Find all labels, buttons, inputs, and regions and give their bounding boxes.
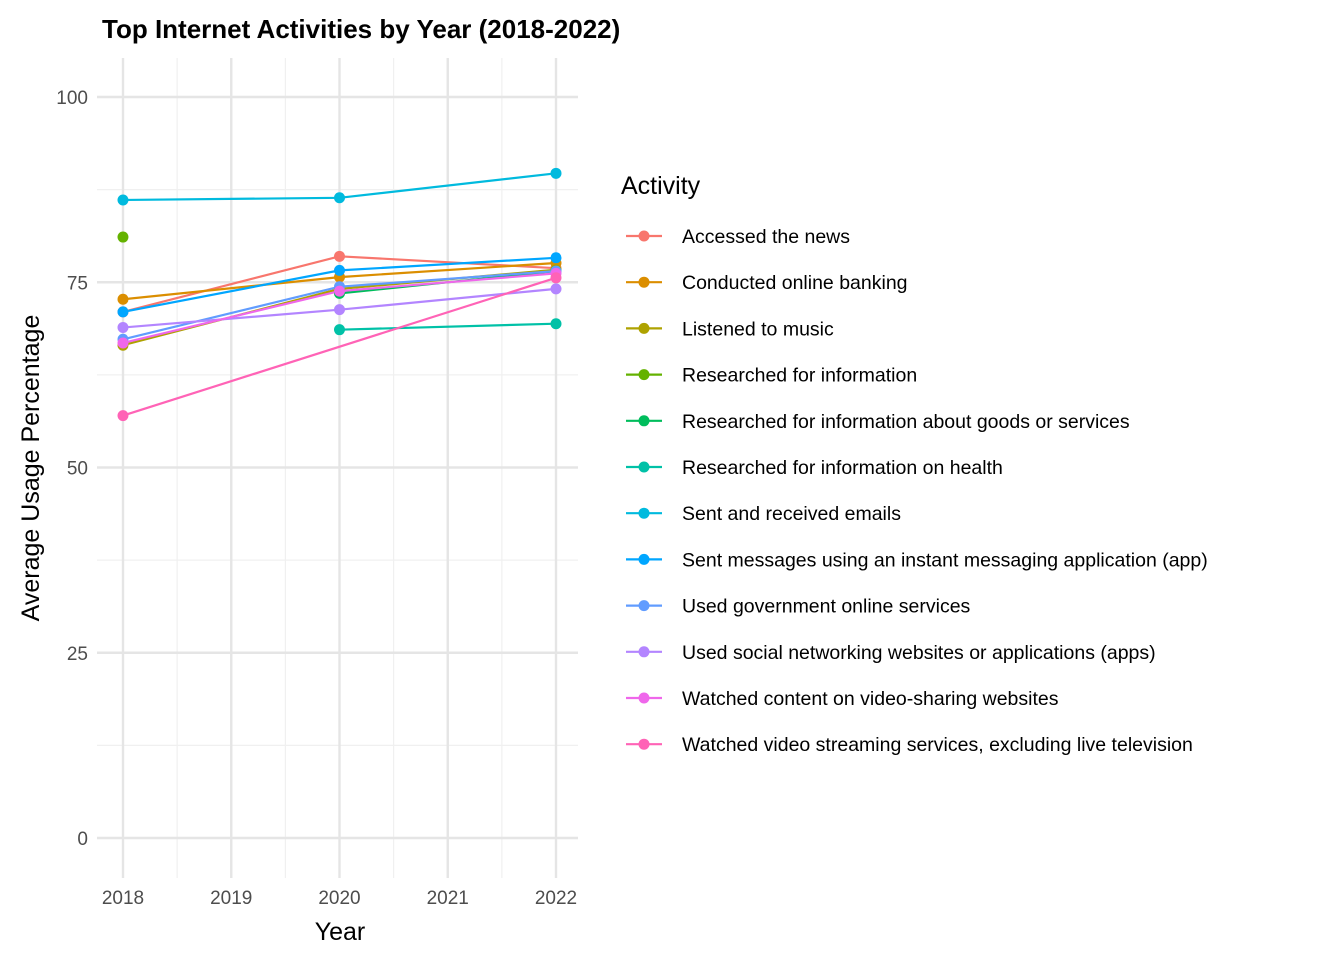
legend-item: Researched for information on health <box>626 457 1003 479</box>
legend-item: Conducted online banking <box>626 272 908 294</box>
legend-item: Watched content on video-sharing website… <box>626 688 1059 710</box>
y-tick-label: 75 <box>67 273 88 294</box>
legend-item: Accessed the news <box>626 226 850 248</box>
series-0-point <box>334 250 345 262</box>
legend-label: Sent messages using an instant messaging… <box>682 549 1208 571</box>
series-6-point <box>117 194 129 206</box>
legend-label: Used government online services <box>682 596 971 618</box>
legend-key-point <box>638 230 650 242</box>
legend-key-point <box>638 369 650 381</box>
series-7-point <box>550 252 562 264</box>
series-5-point <box>334 324 345 336</box>
series-6-point <box>550 167 562 179</box>
legend-key-point <box>638 600 650 612</box>
legend-key-point <box>638 553 650 565</box>
legend-label: Watched content on video-sharing website… <box>682 688 1059 710</box>
legend-item: Listened to music <box>626 318 834 340</box>
legend-item: Used government online services <box>626 596 971 618</box>
series-9-point <box>117 321 129 333</box>
grid <box>97 58 578 878</box>
legend-item: Watched video streaming services, exclud… <box>626 734 1193 756</box>
legend-label: Listened to music <box>682 318 834 340</box>
x-tick-label: 2019 <box>210 888 252 909</box>
x-axis-title: Year <box>315 918 366 946</box>
legend-key-point <box>638 276 650 288</box>
series-5-point <box>550 318 562 330</box>
series-points <box>117 167 562 422</box>
series-11-line <box>122 276 557 417</box>
legend-key-point <box>638 646 650 658</box>
series-9-point <box>550 283 562 295</box>
x-axis-ticks: 2018 2019 2020 2021 2022 <box>102 888 577 909</box>
legend-title: Activity <box>621 172 701 200</box>
y-tick-label: 100 <box>56 88 88 109</box>
series-1-point <box>117 293 129 305</box>
y-tick-label: 0 <box>77 829 88 850</box>
series-7-point <box>334 264 345 276</box>
legend-item: Used social networking websites or appli… <box>626 642 1156 664</box>
legend-key-point <box>638 692 650 704</box>
series-11-point <box>550 272 562 284</box>
y-axis-ticks: 0 25 50 75 100 <box>56 88 88 850</box>
x-tick-label: 2020 <box>318 888 360 909</box>
series-10-point <box>117 337 129 349</box>
series-10-point <box>334 285 345 297</box>
legend-label: Researched for information <box>682 365 917 387</box>
y-tick-label: 25 <box>67 644 88 665</box>
legend-label: Conducted online banking <box>682 272 908 294</box>
legend: Accessed the news Conducted online bankin… <box>626 226 1208 756</box>
series-11-point <box>117 410 129 422</box>
legend-item: Sent and received emails <box>626 503 901 525</box>
legend-key-point <box>638 507 650 519</box>
legend-item: Researched for information about goods o… <box>626 411 1130 433</box>
legend-key-point <box>638 322 650 334</box>
legend-label: Watched video streaming services, exclud… <box>682 734 1193 756</box>
legend-label: Accessed the news <box>682 226 850 248</box>
legend-key-point <box>638 738 650 750</box>
series-9-point <box>334 304 345 316</box>
legend-key-point <box>638 415 650 427</box>
legend-label: Used social networking websites or appli… <box>682 642 1156 664</box>
y-tick-label: 50 <box>67 459 88 480</box>
legend-key-point <box>638 461 650 473</box>
series-6-point <box>334 192 345 204</box>
legend-label: Sent and received emails <box>682 503 901 525</box>
x-tick-label: 2022 <box>535 888 577 909</box>
legend-label: Researched for information about goods o… <box>682 411 1130 433</box>
legend-item: Sent messages using an instant messaging… <box>626 549 1208 571</box>
series-7-point <box>117 306 129 318</box>
x-tick-label: 2018 <box>102 888 144 909</box>
series-5-line <box>339 322 557 331</box>
series-3-point <box>117 231 129 243</box>
y-axis-title: Average Usage Percentage <box>17 315 45 622</box>
chart-title: Top Internet Activities by Year (2018-20… <box>102 14 620 44</box>
x-tick-label: 2021 <box>427 888 469 909</box>
legend-item: Researched for information <box>626 365 917 387</box>
legend-label: Researched for information on health <box>682 457 1003 479</box>
